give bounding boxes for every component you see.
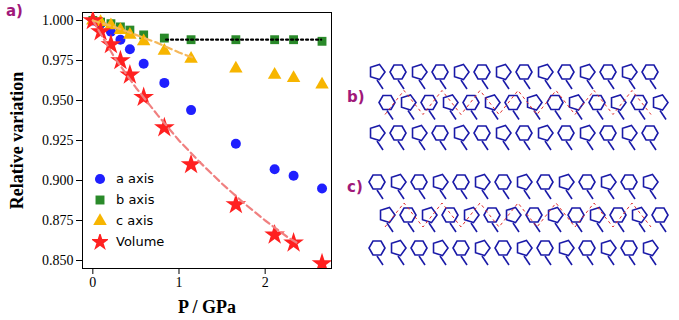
html-text:c): c) (347, 178, 363, 196)
html-text:c axis: c axis (116, 213, 154, 228)
svg-text:P / GPa: P / GPa (178, 297, 236, 317)
html-text:b axis: b axis (116, 192, 155, 207)
svg-text:2: 2 (262, 275, 269, 290)
svg-text:0.925: 0.925 (42, 133, 74, 148)
svg-text:0.850: 0.850 (42, 253, 74, 268)
html-text:b): b) (347, 88, 365, 106)
svg-text:0.900: 0.900 (42, 173, 74, 188)
svg-text:0.875: 0.875 (42, 213, 74, 228)
svg-text:0: 0 (89, 275, 96, 290)
svg-text:0.975: 0.975 (42, 53, 74, 68)
svg-text:1.000: 1.000 (42, 13, 74, 28)
html-text:Volume: Volume (116, 234, 165, 249)
svg-text:Relative variation: Relative variation (7, 72, 27, 209)
html-text:a): a) (6, 2, 23, 20)
svg-text:0.950: 0.950 (42, 93, 74, 108)
svg-text:1: 1 (175, 275, 182, 290)
html-text:a axis: a axis (116, 171, 155, 186)
